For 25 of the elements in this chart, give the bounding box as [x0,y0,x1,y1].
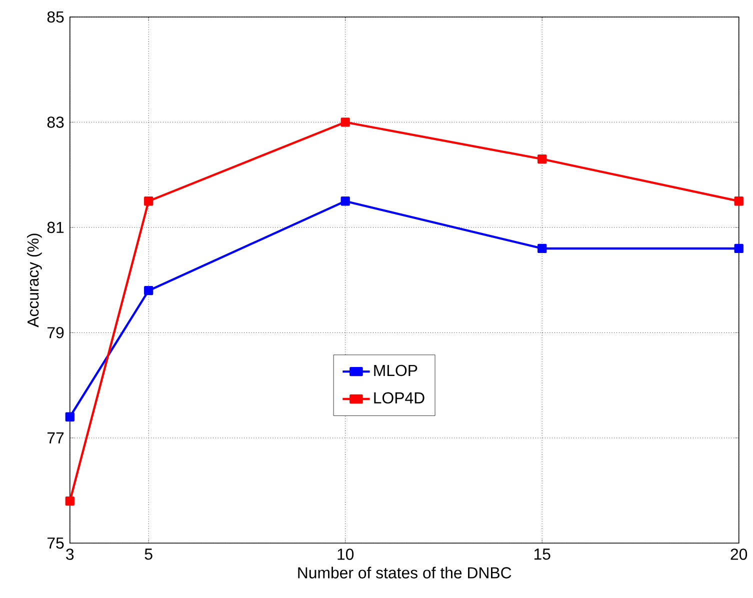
legend-label: MLOP [374,364,418,376]
x-tick-label: 5 [144,548,152,560]
point [538,244,547,254]
legend-label: LOP4D [374,392,424,404]
x-axis-title: Number of states of the DNBC [298,566,512,578]
x-tick-label: 20 [730,548,748,560]
y-tick-label: 81 [47,222,64,234]
y-axis-title: Accuracy (%) [27,234,42,328]
x-tick-label: 15 [534,548,550,560]
point [144,196,154,206]
point [734,244,744,254]
y-tick-label: 85 [47,11,64,23]
y-tick-label: 79 [47,327,64,338]
point [144,286,154,296]
x-tick-label: 3 [66,548,74,560]
y-tick-label: 83 [47,116,64,128]
y-tick-label: 75 [47,538,64,549]
point [65,496,74,506]
x-tick-label: 10 [338,548,354,560]
point [340,118,350,127]
point [340,196,350,206]
y-tick-label: 77 [47,432,64,444]
point [538,154,547,164]
point [734,196,744,206]
point [65,412,74,422]
